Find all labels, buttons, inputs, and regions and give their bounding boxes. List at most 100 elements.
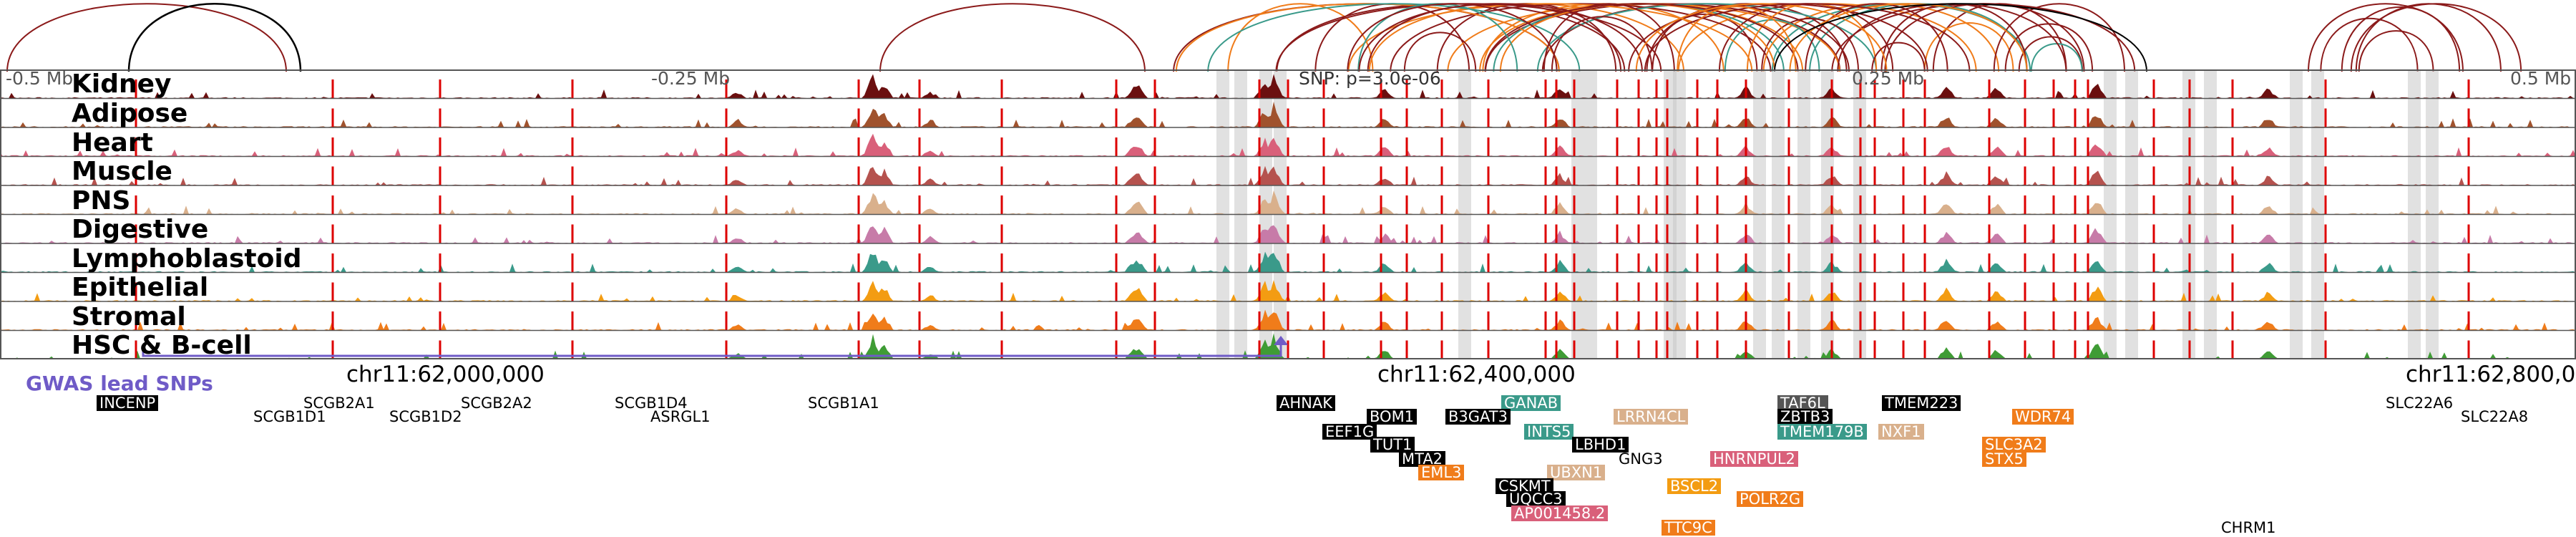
track-label-kidney: Kidney [72,69,172,99]
signal-track [0,309,2576,332]
interaction-arc [2355,3,2502,72]
gene-label: SCGB1D2 [389,408,462,425]
gene-label: EML3 [1418,465,1465,480]
snp-pvalue-label: SNP: p=3.0e-06 [1299,68,1441,89]
interaction-arc [1724,19,1820,72]
interaction-arc [2004,23,2094,72]
gene-label: TTC9C [1662,520,1715,536]
interaction-arc [1436,3,1617,72]
gene-label: SCGB1A1 [808,395,879,412]
interaction-arc [1543,3,1675,72]
interaction-arc [2018,36,2084,72]
gene-label: INCENP [97,395,159,411]
gene-label: SCGB1D1 [253,408,326,425]
axis-tick-label: -0.25 Mb [651,68,731,89]
axis-tick-label: 0.5 Mb [2510,68,2572,89]
genomic-coordinate-label: chr11:62,000,000 [346,362,545,387]
gene-label: INTS5 [1524,424,1574,440]
gene-label: B3GAT3 [1445,409,1511,425]
interaction-arc [1993,3,2125,72]
interaction-arc [2341,6,2461,72]
interaction-arc [879,3,1146,72]
interaction-arc [1644,3,1971,72]
interaction-arc [1831,3,2136,72]
tracks-border [0,69,2576,359]
gene-label: UQCC3 [1506,491,1566,507]
gene-label: UBXN1 [1547,465,1606,480]
genomic-coordinate-label: chr11:62,400,000 [1377,362,1576,387]
gene-label: TAF6L [1777,395,1828,411]
interaction-arc [2350,3,2522,72]
track-label-lymphoblastoid: Lymphoblastoid [72,244,302,274]
track-label-hsc-b-cell: HSC & B-cell [72,331,252,360]
gene-label: BOM1 [1367,409,1418,425]
signal-track [0,133,2576,158]
gene-label: AP001458.2 [1511,505,1609,521]
gene-label: MTA2 [1399,451,1446,467]
interaction-arc [1774,3,2147,72]
gene-label: CSKMT [1496,478,1553,494]
axis-tick-label: 0.25 Mb [1852,68,1925,89]
gene-label: SLC22A8 [2461,408,2529,425]
track-label-stromal: Stromal [72,302,186,332]
gene-label: ASRGL1 [650,408,711,425]
gene-label: SLC3A2 [1982,437,2046,453]
interaction-arc [1677,6,1797,72]
gwas-lead-snp-bracket [142,342,1282,357]
gene-label: NXF1 [1878,424,1924,440]
gene-label: TMEM179B [1777,424,1867,440]
gene-label: SCGB1D4 [615,395,688,412]
gene-label: ZBTB3 [1777,409,1833,425]
track-label-epithelial: Epithelial [72,273,209,302]
gene-label: AHNAK [1277,395,1336,411]
gene-label: STX5 [1982,451,2026,467]
gene-label: SLC22A6 [2386,395,2454,412]
interaction-arc [2030,43,2083,72]
gene-label: TMEM223 [1882,395,1961,411]
track-label-muscle: Muscle [72,157,172,186]
genomic-coordinate-label: chr11:62,800,000 [2406,362,2576,387]
interaction-arc [127,3,302,72]
interaction-arcs-panel [6,3,2522,72]
interaction-arc [1871,42,1926,72]
interaction-arc [1403,32,1477,72]
gwas-lead-snp-arrow [1274,336,1288,345]
signal-track [0,190,2576,216]
axis-tick-label: -0.5 Mb [6,68,74,89]
signal-track [0,102,2576,128]
interaction-arc [1484,3,1799,72]
interaction-arc [1805,3,1948,72]
interaction-arc [1789,3,2028,72]
signal-tracks-panel [0,69,2576,359]
gene-label: LBHD1 [1572,437,1629,453]
gene-label: WDR74 [2012,409,2074,425]
track-label-pns: PNS [72,186,131,216]
gwas-lead-snps-label: GWAS lead SNPs [26,372,213,395]
signal-track [0,74,2576,100]
interaction-arc [2320,17,2419,72]
interaction-arc [1880,3,2028,72]
signal-track [0,224,2576,244]
gene-label: SCGB2A1 [303,395,375,412]
interaction-arc [6,3,287,72]
gene-label: BSCL2 [1667,478,1722,494]
gene-label: POLR2G [1737,491,1804,507]
interaction-arc [1207,3,1581,72]
signal-track [0,280,2576,302]
interaction-arc [1358,3,1643,72]
interaction-arc [1652,14,1758,72]
interaction-arc [1347,3,1558,72]
gene-label: GNG3 [1619,450,1663,468]
interaction-arc [2358,30,2434,72]
interaction-arc [1635,3,1888,72]
track-label-heart: Heart [72,128,153,158]
signal-track [0,251,2576,274]
signal-track [0,333,2576,359]
gene-label: SCGB2A2 [461,395,532,412]
gene-label: HNRNPUL2 [1710,451,1798,467]
signal-track [0,165,2576,186]
track-label-adipose: Adipose [72,99,188,128]
interaction-arc [1551,16,1653,72]
gene-label: EEF1G [1322,424,1377,440]
gene-label: CHRM1 [2221,519,2276,536]
